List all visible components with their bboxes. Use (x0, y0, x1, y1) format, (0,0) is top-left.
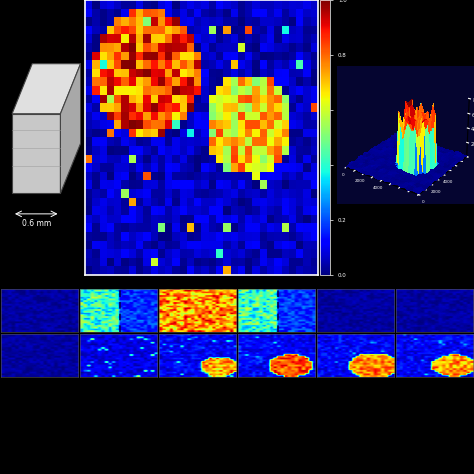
Text: (Peak of surface layer): (Peak of surface layer) (152, 403, 254, 412)
Text: (Peak of signal: (Peak of signal (237, 403, 303, 412)
Text: 100ps: 100ps (88, 386, 130, 399)
Text: (Peak of signal: (Peak of signal (325, 403, 391, 412)
Text: Time: Time (218, 452, 256, 466)
Polygon shape (12, 114, 61, 193)
Polygon shape (12, 64, 81, 114)
FancyArrowPatch shape (12, 440, 464, 448)
Text: 0.6 mm: 0.6 mm (22, 219, 51, 228)
Text: through thick layer): through thick layer) (325, 416, 414, 425)
Text: 200ps: 200ps (237, 386, 280, 399)
Text: 500: 500 (434, 386, 460, 399)
Text: s: s (14, 386, 22, 399)
Text: 140ps: 140ps (152, 386, 194, 399)
Text: 250ps: 250ps (325, 386, 367, 399)
Text: through thin layer): through thin layer) (237, 416, 322, 425)
Polygon shape (61, 64, 81, 193)
